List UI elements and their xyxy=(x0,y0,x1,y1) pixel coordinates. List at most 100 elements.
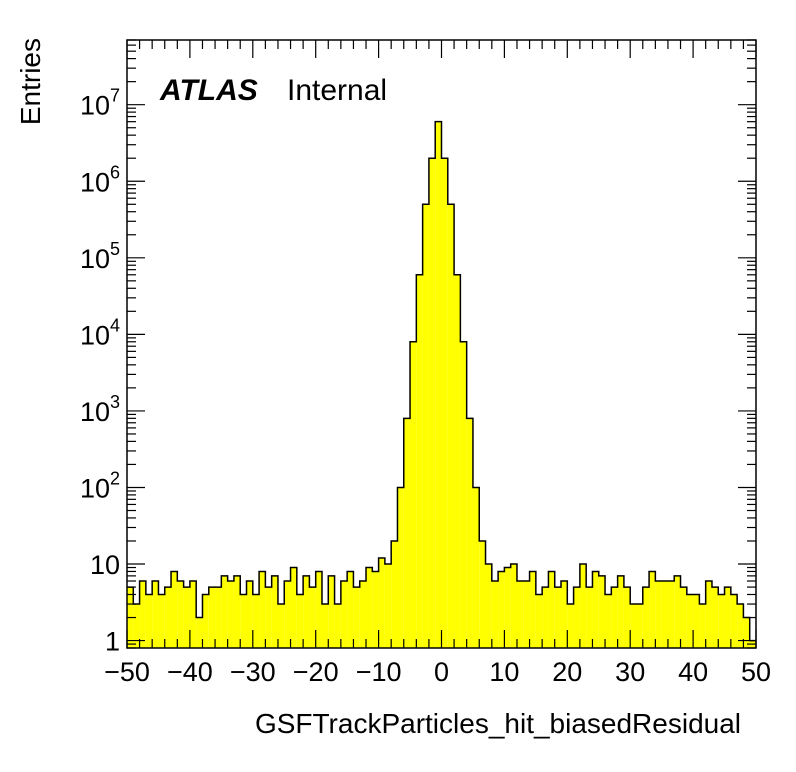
histogram-bar xyxy=(718,594,725,648)
histogram-bar xyxy=(321,604,329,648)
histogram-bar xyxy=(567,604,574,648)
ticks-layer xyxy=(126,39,757,649)
y-tick-label: 104 xyxy=(80,315,120,350)
histogram-bar xyxy=(252,594,260,648)
histogram-bar xyxy=(630,604,637,648)
histogram-bar xyxy=(705,581,712,648)
histogram-bar xyxy=(529,571,536,648)
histogram-bar xyxy=(133,604,140,648)
bars-layer xyxy=(127,120,756,648)
histogram-bar xyxy=(649,571,656,648)
y-tick-label: 106 xyxy=(80,162,120,197)
histogram-bar xyxy=(447,204,455,648)
y-tick-label: 103 xyxy=(80,392,120,427)
histogram-bar xyxy=(227,581,234,648)
histogram-bar xyxy=(711,587,719,648)
histogram-bar xyxy=(347,571,354,648)
atlas-label: ATLAS xyxy=(159,74,258,107)
histogram-bar xyxy=(542,587,549,648)
histogram-bar xyxy=(435,121,442,648)
histogram-bar xyxy=(372,571,379,648)
histogram-bar xyxy=(548,571,555,648)
histogram-bar xyxy=(623,587,631,648)
histogram-bar xyxy=(139,581,146,648)
histogram-bar xyxy=(472,487,480,648)
histogram-bar xyxy=(215,587,222,648)
histogram-bar xyxy=(359,581,367,648)
histogram-bar xyxy=(403,418,411,648)
histogram-bar xyxy=(617,575,624,648)
histogram-bar xyxy=(158,594,165,648)
histogram-bar xyxy=(391,540,398,648)
histogram-bar xyxy=(171,571,178,648)
histogram-bar xyxy=(454,274,461,648)
histogram-bar xyxy=(196,617,203,648)
histogram-bar xyxy=(485,564,492,648)
histogram-bar xyxy=(233,575,241,648)
histogram-bar xyxy=(504,567,511,648)
histogram-bar xyxy=(674,575,681,648)
histogram-bar xyxy=(693,594,700,648)
histogram-bar xyxy=(498,571,505,648)
histogram-bar xyxy=(592,571,599,648)
y-tick-label: 1 xyxy=(105,627,120,657)
histogram-outline xyxy=(127,120,756,642)
histogram-bar xyxy=(573,587,580,648)
histogram-bar xyxy=(208,587,216,648)
histogram-bar xyxy=(315,571,322,648)
histogram-bar xyxy=(667,581,675,648)
histogram-bar xyxy=(655,581,662,648)
histogram-bar xyxy=(366,567,373,648)
histogram-bar xyxy=(177,581,184,648)
histogram-bar xyxy=(743,617,750,648)
histogram-bar xyxy=(642,587,650,648)
histogram-bar xyxy=(699,604,706,648)
histogram-bar xyxy=(246,581,253,648)
histogram-bar xyxy=(561,581,568,648)
plot-frame xyxy=(126,39,757,649)
x-tick-label: 30 xyxy=(615,657,645,687)
histogram-bar xyxy=(605,594,612,648)
histogram-bar xyxy=(516,581,524,648)
histogram-bar xyxy=(686,594,694,648)
histogram-bar xyxy=(724,587,731,648)
histogram-bar xyxy=(491,581,499,648)
histogram-bar xyxy=(510,564,517,648)
histogram-bar xyxy=(164,587,172,648)
histogram-bar xyxy=(284,581,291,648)
histogram-bar xyxy=(221,575,228,648)
histogram-bar xyxy=(303,575,310,648)
histogram-bar xyxy=(152,581,159,648)
histogram-bar xyxy=(737,604,744,648)
x-tick-label: −40 xyxy=(167,657,213,687)
histogram-bar xyxy=(410,341,417,648)
histogram-bar xyxy=(611,587,618,648)
histogram-bar xyxy=(598,575,606,648)
histogram-bar xyxy=(378,557,385,648)
histogram-bar xyxy=(353,587,360,648)
y-axis-title: Entries xyxy=(15,38,46,125)
histogram-bar xyxy=(183,587,190,648)
x-tick-label: 50 xyxy=(741,657,771,687)
y-tick-label: 102 xyxy=(80,468,120,503)
histogram-bar xyxy=(680,587,687,648)
y-tick-label: 105 xyxy=(80,239,120,274)
internal-label: Internal xyxy=(287,74,387,107)
histogram-bar xyxy=(636,604,643,648)
histogram-bar xyxy=(296,594,304,648)
x-tick-label: −30 xyxy=(230,657,276,687)
histogram-bar xyxy=(334,604,341,648)
histogram-bar xyxy=(259,571,266,648)
y-tick-label: 107 xyxy=(80,86,120,121)
histogram-bar xyxy=(265,587,272,648)
histogram-bar xyxy=(340,581,348,648)
x-tick-label: 10 xyxy=(489,657,519,687)
histogram-bar xyxy=(328,575,335,648)
histogram-bar xyxy=(460,341,467,648)
histogram-bar xyxy=(271,575,278,648)
histogram-bar xyxy=(277,604,285,648)
histogram-bar xyxy=(428,158,436,648)
histogram-bar xyxy=(309,587,316,648)
